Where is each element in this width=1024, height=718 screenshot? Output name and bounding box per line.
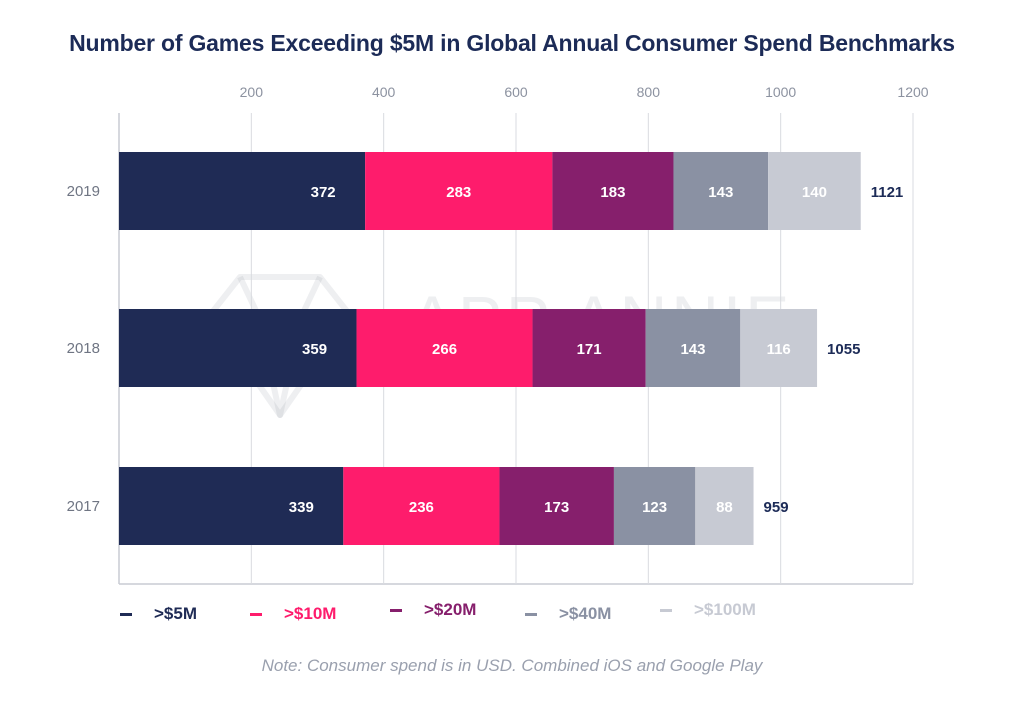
legend-item: >$100M [660,600,756,620]
legend-label: >$100M [694,600,756,619]
legend-label: >$20M [424,600,477,619]
bar-segment [532,309,646,387]
legend-item: >$20M [390,600,476,620]
legend-item: >$5M [120,604,197,624]
bar-value-label: 339 [289,499,314,516]
bar-total-label: 1121 [871,184,904,201]
legend-swatch [525,612,537,616]
bar-segment [343,467,500,545]
legend-label: >$10M [284,604,337,623]
legend-item: >$40M [525,604,611,624]
y-category-label: 2017 [67,498,100,515]
bar-value-label: 123 [642,499,667,516]
y-category-label: 2018 [67,340,100,357]
x-tick-label: 1200 [897,84,928,100]
bar-total-label: 959 [764,499,789,516]
bar-value-label: 183 [600,184,625,201]
bar-value-label: 372 [311,184,336,201]
y-category-label: 2019 [67,183,100,200]
bar-segment [119,467,344,545]
x-tick-label: 1000 [765,84,796,100]
bar-segment [613,467,696,545]
bar-labels: 2019 372 283 183 143 140 1121 2018 359 266 171 143 1… [67,183,904,516]
bar-segment [673,152,769,230]
bar-value-label: 143 [708,184,733,201]
legend-swatch [390,608,402,612]
x-tick-label: 600 [504,84,528,100]
bar-segment [740,309,818,387]
bar-value-label: 143 [680,341,705,358]
legend-label: >$40M [559,604,612,623]
bar-value-label: 359 [302,341,327,358]
bar-segment [356,309,533,387]
legend-swatch [120,612,132,616]
bar-segment [768,152,861,230]
bar-segment [119,309,357,387]
bar-value-label: 283 [446,184,471,201]
x-axis-ticks: 200 400 600 800 1000 1200 [240,84,929,100]
bar-value-label: 236 [409,499,434,516]
bar-segment [645,309,741,387]
x-tick-label: 200 [240,84,264,100]
bars [119,152,861,545]
bar-value-label: 171 [577,341,602,358]
bar-value-label: 116 [767,341,791,358]
bar-total-label: 1055 [827,341,860,358]
bar-value-label: 140 [802,184,827,201]
legend-label: >$5M [154,604,197,623]
bar-value-label: 173 [544,499,569,516]
x-tick-label: 400 [372,84,396,100]
bar-segment [119,152,366,230]
bar-segment [499,467,614,545]
bar-value-label: 266 [432,341,457,358]
legend: >$5M >$10M >$20M >$40M >$100M [120,600,880,630]
legend-swatch [660,608,672,612]
bar-segment [695,467,754,545]
x-tick-label: 800 [637,84,661,100]
bar-segment [365,152,553,230]
legend-swatch [250,612,262,616]
legend-item: >$10M [250,604,336,624]
bar-value-label: 88 [716,499,733,516]
chart-title: Number of Games Exceeding $5M in Global … [69,30,955,56]
bar-segment [552,152,674,230]
footnote: Note: Consumer spend is in USD. Combined… [261,656,763,675]
